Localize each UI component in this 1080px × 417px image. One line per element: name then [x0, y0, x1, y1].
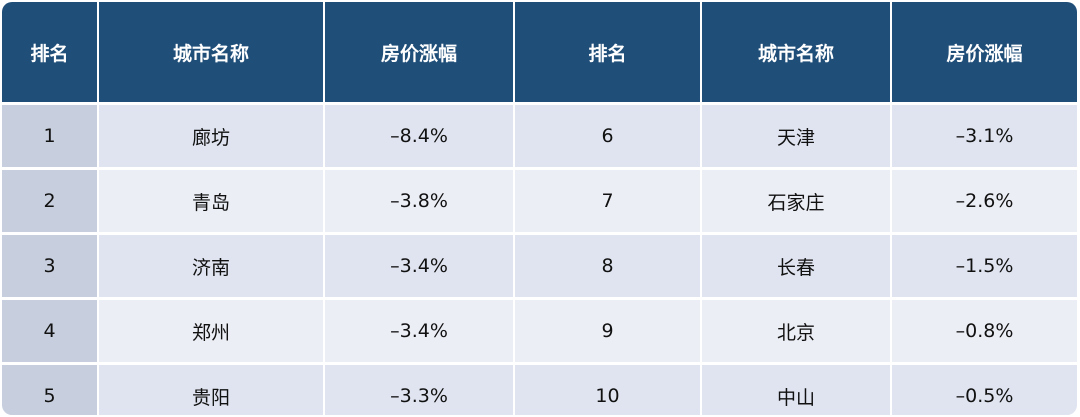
change-cell: –0.8% [891, 297, 1077, 364]
city-cell: 天津 [701, 102, 892, 169]
header-rank-right: 排名 [514, 2, 702, 104]
city-cell: 济南 [98, 232, 325, 299]
rank-cell: 8 [514, 232, 702, 299]
rank-cell: 1 [2, 102, 99, 169]
change-cell: –3.4% [324, 232, 515, 299]
change-cell: –1.5% [891, 232, 1077, 299]
city-cell: 贵阳 [98, 362, 325, 415]
change-cell: –3.8% [324, 167, 515, 234]
table-row: 5 贵阳 –3.3% 10 中山 –0.5% [2, 362, 1077, 415]
table-row: 2 青岛 –3.8% 7 石家庄 –2.6% [2, 167, 1077, 234]
rank-cell: 10 [514, 362, 702, 415]
change-cell: –8.4% [324, 102, 515, 169]
change-cell: –0.5% [891, 362, 1077, 415]
rank-cell: 3 [2, 232, 99, 299]
header-rank-left: 排名 [2, 2, 99, 104]
city-cell: 中山 [701, 362, 892, 415]
header-city-left: 城市名称 [98, 2, 325, 104]
rank-cell: 6 [514, 102, 702, 169]
city-cell: 郑州 [98, 297, 325, 364]
change-cell: –2.6% [891, 167, 1077, 234]
city-cell: 长春 [701, 232, 892, 299]
city-cell: 青岛 [98, 167, 325, 234]
header-city-right: 城市名称 [701, 2, 892, 104]
rank-cell: 4 [2, 297, 99, 364]
rank-cell: 7 [514, 167, 702, 234]
change-cell: –3.1% [891, 102, 1077, 169]
rank-cell: 2 [2, 167, 99, 234]
header-change-right: 房价涨幅 [891, 2, 1077, 104]
table-row: 1 廊坊 –8.4% 6 天津 –3.1% [2, 102, 1077, 169]
table-row: 3 济南 –3.4% 8 长春 –1.5% [2, 232, 1077, 299]
rank-cell: 5 [2, 362, 99, 415]
change-cell: –3.4% [324, 297, 515, 364]
change-cell: –3.3% [324, 362, 515, 415]
table-row: 4 郑州 –3.4% 9 北京 –0.8% [2, 297, 1077, 364]
city-cell: 石家庄 [701, 167, 892, 234]
rank-cell: 9 [514, 297, 702, 364]
header-change-left: 房价涨幅 [324, 2, 515, 104]
city-cell: 廊坊 [98, 102, 325, 169]
table-header-row: 排名 城市名称 房价涨幅 排名 城市名称 房价涨幅 [2, 2, 1077, 104]
city-cell: 北京 [701, 297, 892, 364]
